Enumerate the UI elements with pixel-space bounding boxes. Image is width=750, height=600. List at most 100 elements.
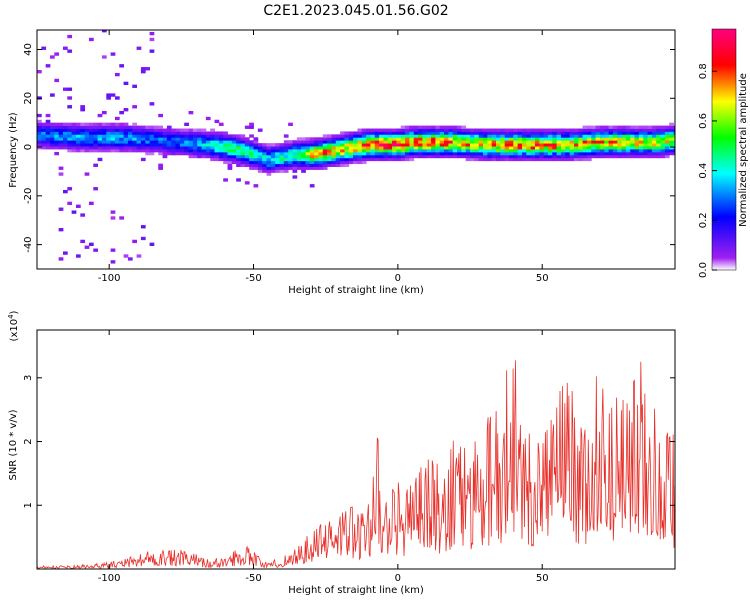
y-tick-label: -20: [23, 188, 34, 204]
heatmap-cell: [197, 146, 202, 150]
heatmap-cell: [608, 128, 614, 132]
heatmap-cell: [405, 128, 410, 132]
heatmap-cell: [80, 105, 86, 109]
heatmap-cell: [119, 64, 125, 68]
heatmap-cell: [262, 163, 267, 167]
heatmap-cell: [231, 157, 237, 162]
heatmap-cell: [106, 122, 112, 126]
snr-panel: -100 -50 0 50 123 Height of straight line (…: [7, 310, 676, 596]
heatmap-cell: [578, 143, 584, 147]
heatmap-cell: [149, 102, 155, 106]
heatmap-cell: [132, 239, 137, 244]
heatmap-cell: [578, 137, 584, 141]
heatmap-cell: [110, 137, 116, 141]
heatmap-cell: [305, 160, 311, 165]
heatmap-cell: [396, 154, 402, 159]
heatmap-cell: [556, 154, 562, 159]
heatmap-cell: [599, 131, 605, 135]
heatmap-cell: [322, 157, 328, 162]
heatmap-cell: [435, 131, 441, 135]
heatmap-cell: [374, 137, 380, 141]
heatmap-cell: [166, 149, 172, 153]
heatmap-cell: [504, 151, 510, 156]
heatmap-cell: [643, 151, 648, 156]
heatmap-cell: [357, 128, 363, 132]
heatmap-cell: [223, 143, 228, 147]
heatmap-cell: [435, 125, 441, 129]
heatmap-cell: [340, 140, 345, 144]
heatmap-cell: [41, 46, 47, 50]
heatmap-cell: [647, 125, 653, 129]
heatmap-cell: [296, 157, 302, 162]
heatmap-cell: [357, 137, 363, 141]
heatmap-cell: [387, 131, 393, 135]
spectrogram-x-ticks: -100 -50 0 50: [98, 30, 549, 284]
spectrogram-x-axis-label: Height of straight line (km): [288, 285, 424, 296]
heatmap-cell: [634, 146, 640, 150]
heatmap-cell: [660, 125, 666, 129]
heatmap-cell: [500, 143, 506, 147]
heatmap-cell: [93, 125, 99, 129]
heatmap-cell: [205, 140, 211, 144]
heatmap-cell: [153, 149, 159, 153]
heatmap-cell: [67, 143, 73, 147]
heatmap-cell: [374, 128, 380, 132]
heatmap-cell: [413, 131, 419, 135]
heatmap-cell: [578, 151, 584, 156]
heatmap-cell: [327, 157, 332, 162]
heatmap-cell: [240, 160, 246, 165]
heatmap-cell: [288, 143, 293, 147]
heatmap-cell: [413, 137, 419, 141]
heatmap-cell: [509, 146, 514, 150]
heatmap-cell: [500, 157, 506, 162]
heatmap-cell: [37, 128, 42, 132]
heatmap-cell: [513, 131, 519, 135]
heatmap-cell: [457, 149, 462, 153]
heatmap-cell: [651, 125, 657, 129]
heatmap-cell: [439, 149, 445, 153]
heatmap-cell: [288, 163, 293, 167]
heatmap-cell: [474, 131, 480, 135]
heatmap-cell: [301, 149, 306, 153]
heatmap-cell: [37, 70, 42, 74]
heatmap-cell: [660, 143, 666, 147]
heatmap-cell: [283, 140, 289, 144]
heatmap-cell: [227, 143, 233, 147]
heatmap-cell: [331, 137, 337, 141]
heatmap-cell: [357, 143, 363, 147]
heatmap-cell: [483, 140, 488, 144]
heatmap-cell: [366, 134, 371, 138]
heatmap-cell: [127, 137, 133, 141]
heatmap-cell: [123, 143, 129, 147]
heatmap-cell: [608, 151, 614, 156]
heatmap-cell: [71, 125, 77, 129]
heatmap-cell: [565, 128, 571, 132]
heatmap-cell: [370, 137, 376, 141]
heatmap-cell: [361, 157, 367, 162]
heatmap-cell: [608, 134, 614, 138]
heatmap-cell: [123, 254, 129, 258]
heatmap-cell: [586, 131, 592, 135]
heatmap-cell: [223, 146, 228, 150]
heatmap-cell: [483, 143, 488, 147]
heatmap-cell: [101, 131, 107, 135]
heatmap-cell: [435, 134, 441, 138]
heatmap-cell: [41, 146, 47, 150]
heatmap-cell: [184, 134, 189, 138]
heatmap-cell: [374, 157, 380, 162]
heatmap-cell: [509, 140, 514, 144]
heatmap-cell: [62, 125, 68, 129]
heatmap-cell: [292, 151, 298, 156]
heatmap-cell: [353, 137, 358, 141]
heatmap-cell: [110, 128, 116, 132]
heatmap-cell: [58, 137, 64, 141]
heatmap-cell: [517, 151, 523, 156]
heatmap-cell: [344, 163, 350, 167]
heatmap-cell: [409, 157, 415, 162]
heatmap-cell: [309, 140, 315, 144]
heatmap-cell: [565, 137, 571, 141]
heatmap-cell: [106, 128, 112, 132]
heatmap-cell: [534, 157, 540, 162]
heatmap-cell: [461, 125, 467, 129]
heatmap-cell: [88, 122, 94, 126]
